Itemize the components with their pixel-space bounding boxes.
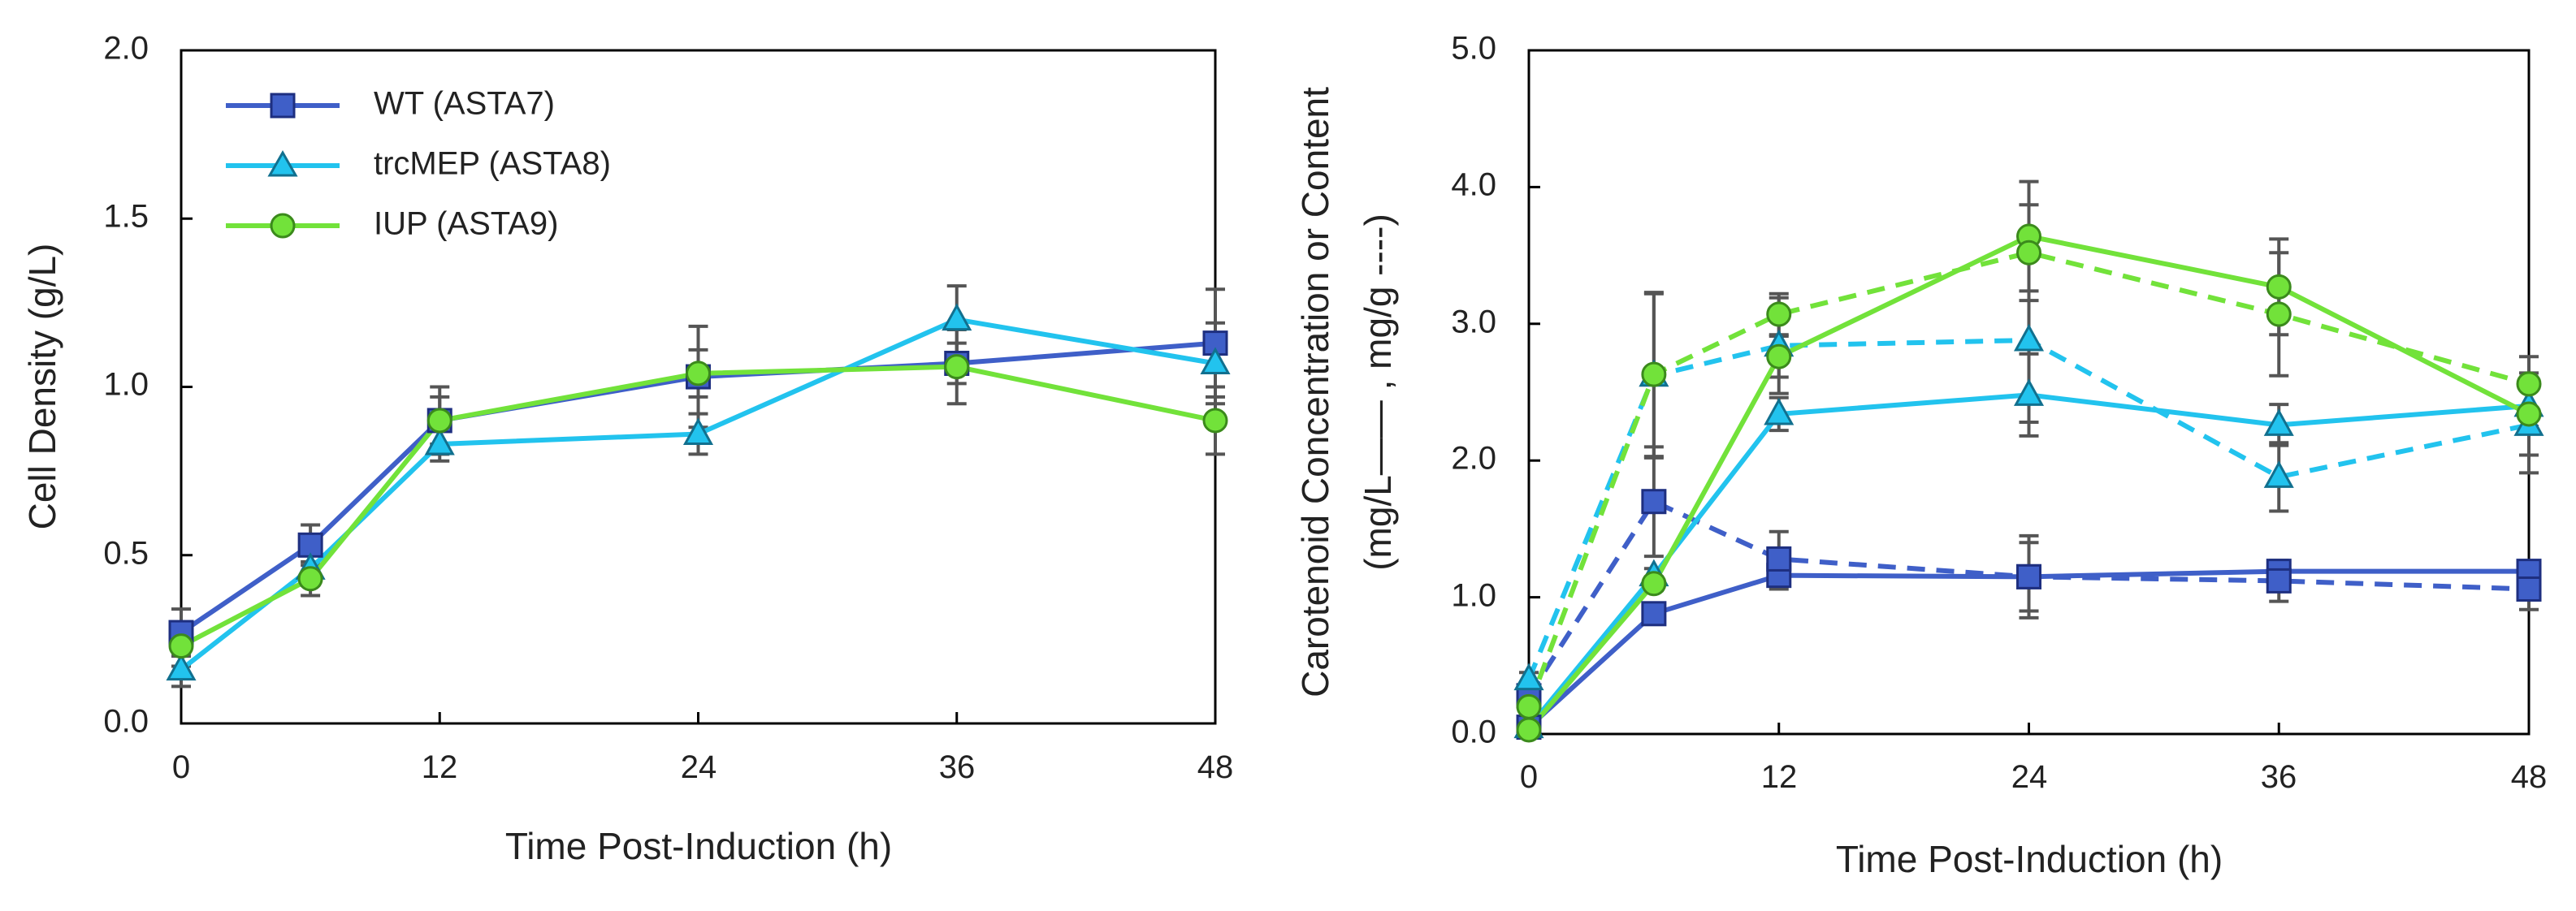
data-point-trcmep-dashed xyxy=(1513,663,1544,691)
data-point-iup-dashed xyxy=(2516,371,2542,397)
data-point-iup-solid xyxy=(1641,571,1667,597)
legend-label-iup: IUP (ASTA9) xyxy=(374,206,558,242)
series-line-wt-solid xyxy=(1526,568,2529,729)
data-point-trcmep-solid xyxy=(2013,378,2045,406)
left-xtick-label: 0 xyxy=(172,749,190,785)
left-x-axis-title: Time Post-Induction (h) xyxy=(505,825,892,867)
data-point-wt-dashed xyxy=(1766,546,1792,572)
left-y-tick-labels: 0.0 0.5 1.0 1.5 2.0 xyxy=(103,31,149,740)
data-point-wt-solid xyxy=(1641,601,1667,627)
data-point-wt-dashed xyxy=(1641,489,1667,515)
data-point-trcmep-solid xyxy=(682,417,714,446)
series-line-iup-solid xyxy=(1526,234,2531,732)
data-point-trcmep-solid xyxy=(424,427,455,456)
left-series-group xyxy=(166,284,1231,689)
data-point-iup-solid xyxy=(1766,343,1792,369)
legend-square-marker xyxy=(270,93,296,119)
series-layer-err xyxy=(171,284,1225,689)
right-xtick-label: 24 xyxy=(2011,759,2048,795)
data-point-iup-solid xyxy=(686,361,711,386)
left-axis-ticks xyxy=(180,49,1217,725)
carotenoid-chart: 0.0 1.0 2.0 3.0 4.0 5.0 0 12 24 36 48 Ti… xyxy=(1294,31,2547,880)
data-point-trcmep-solid xyxy=(1200,347,1231,374)
series-layer-line xyxy=(1526,234,2531,732)
data-point-trcmep-solid xyxy=(942,303,972,331)
series-layer-line xyxy=(180,317,1216,672)
data-point-trcmep-solid xyxy=(2263,408,2294,436)
data-point-trcmep-solid xyxy=(166,653,197,681)
cell-density-chart: 0.0 0.5 1.0 1.5 2.0 0 12 24 36 48 Time P… xyxy=(21,31,1233,867)
right-ytick-label: 4.0 xyxy=(1451,167,1496,203)
data-point-trcmep-solid xyxy=(1764,397,1795,425)
left-xtick-label: 12 xyxy=(422,749,458,785)
data-point-wt-dashed xyxy=(2016,563,2041,589)
right-ytick-label: 2.0 xyxy=(1451,441,1496,477)
right-y-tick-labels: 0.0 1.0 2.0 3.0 4.0 5.0 xyxy=(1451,31,1496,750)
legend-label-trcmep: trcMEP (ASTA8) xyxy=(374,146,611,182)
data-point-iup-dashed xyxy=(2016,240,2041,266)
legend-label-wt: WT (ASTA7) xyxy=(374,86,555,122)
series-line-trcmep-solid xyxy=(180,317,1216,672)
legend-triangle-marker xyxy=(267,149,298,177)
data-point-iup-solid xyxy=(1202,408,1228,434)
series-layer-mark xyxy=(166,303,1231,681)
right-series-group xyxy=(1513,179,2544,743)
data-point-iup-solid xyxy=(426,408,452,434)
series-line-iup-dashed xyxy=(1526,250,2530,708)
data-point-wt-dashed xyxy=(2266,568,2292,594)
left-xtick-label: 24 xyxy=(681,749,717,785)
left-ytick-label: 0.5 xyxy=(103,536,149,572)
legend-circle-marker xyxy=(270,213,296,239)
legend: WT (ASTA7) trcMEP (ASTA8) IUP (ASTA9) xyxy=(226,86,611,242)
data-point-iup-solid xyxy=(2516,401,2542,427)
data-point-iup-solid xyxy=(1516,717,1542,743)
data-point-trcmep-dashed xyxy=(2263,460,2294,488)
data-point-iup-solid xyxy=(297,566,323,592)
left-ytick-label: 1.0 xyxy=(103,367,149,403)
left-y-axis-title: Cell Density (g/L) xyxy=(21,244,63,530)
series-line-trcmep-solid xyxy=(1526,392,2530,729)
left-xtick-label: 48 xyxy=(1197,749,1234,785)
legend-item-wt: WT (ASTA7) xyxy=(226,86,555,122)
data-point-wt-dashed xyxy=(2516,576,2542,602)
right-ytick-label: 3.0 xyxy=(1451,304,1496,340)
left-x-tick-labels: 0 12 24 36 48 xyxy=(172,749,1233,785)
data-point-iup-solid xyxy=(2266,274,2292,300)
right-ytick-label: 5.0 xyxy=(1451,31,1496,67)
legend-item-trcmep: trcMEP (ASTA8) xyxy=(226,146,611,182)
right-x-axis-title: Time Post-Induction (h) xyxy=(1836,838,2223,880)
right-xtick-label: 36 xyxy=(2261,759,2297,795)
left-ytick-label: 1.5 xyxy=(103,199,149,235)
right-xtick-label: 12 xyxy=(1761,759,1798,795)
right-ytick-label: 1.0 xyxy=(1451,578,1496,614)
right-x-tick-labels: 0 12 24 36 48 xyxy=(1520,759,2547,795)
right-y-axis-title-line2: (mg/L—— , mg/g ----) xyxy=(1357,214,1399,571)
data-point-iup-dashed xyxy=(1641,361,1667,387)
right-y-axis-title-line1: Carotenoid Concentration or Content xyxy=(1294,87,1336,697)
left-ytick-label: 2.0 xyxy=(103,31,149,67)
data-point-iup-dashed xyxy=(1516,693,1542,719)
data-point-trcmep-dashed xyxy=(2013,323,2045,352)
left-ytick-label: 0.0 xyxy=(103,704,149,740)
data-point-iup-dashed xyxy=(2266,301,2292,327)
data-point-iup-solid xyxy=(944,354,970,380)
right-ytick-label: 0.0 xyxy=(1451,715,1496,750)
series-line-iup-solid xyxy=(180,364,1216,649)
right-xtick-label: 48 xyxy=(2511,759,2548,795)
data-point-iup-solid xyxy=(168,633,194,659)
series-layer-mark xyxy=(1513,223,2544,743)
legend-item-iup: IUP (ASTA9) xyxy=(226,206,558,242)
series-line-wt-dashed xyxy=(1526,499,2530,697)
left-xtick-label: 36 xyxy=(939,749,976,785)
right-xtick-label: 0 xyxy=(1520,759,1538,795)
data-point-iup-dashed xyxy=(1766,301,1792,327)
